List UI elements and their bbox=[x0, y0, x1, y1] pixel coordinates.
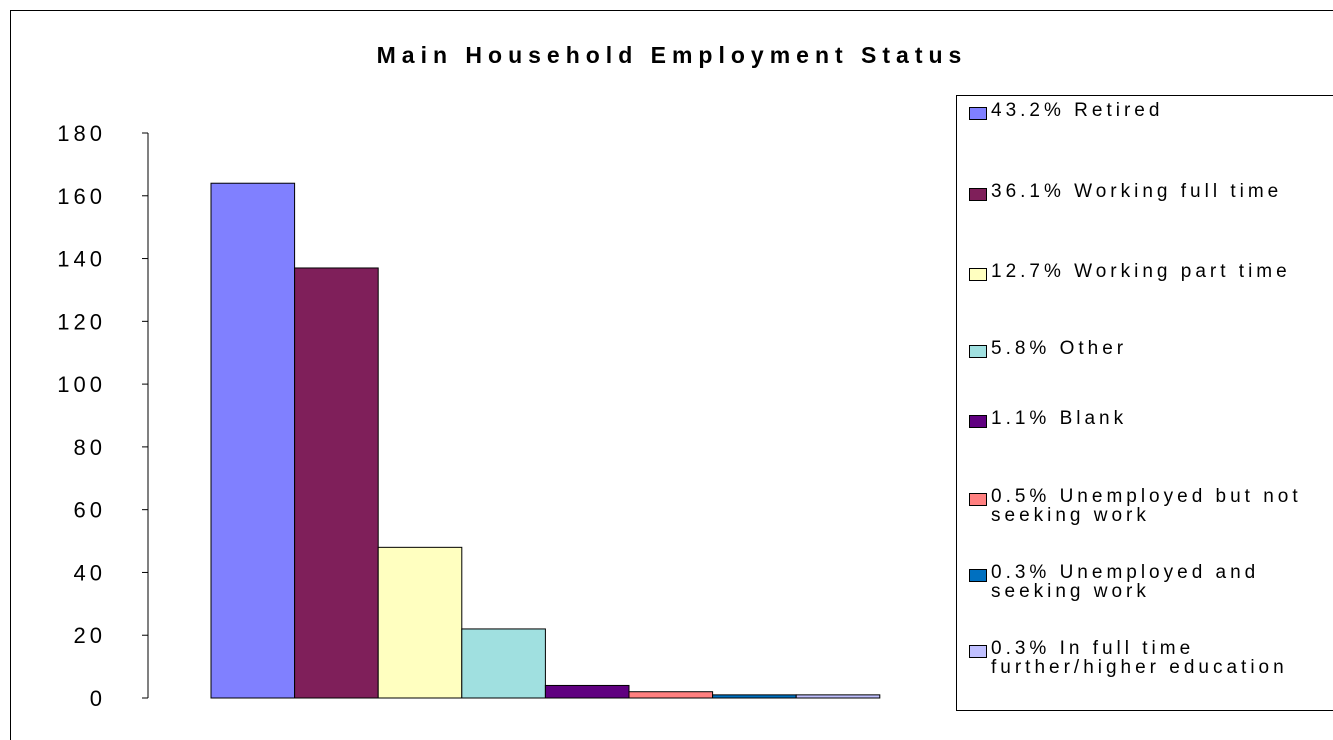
y-tick-label: 140 bbox=[57, 247, 106, 272]
bars-group bbox=[210, 182, 881, 699]
bar bbox=[795, 694, 881, 699]
legend-swatch bbox=[969, 645, 987, 658]
legend-item: 0.5% Unemployed but not seeking work bbox=[969, 487, 1333, 525]
y-axis-ticks: 0 20 40 60 80 100 120 140 160 180 bbox=[57, 121, 148, 711]
bar bbox=[461, 628, 546, 699]
legend-item: 36.1% Working full time bbox=[969, 182, 1333, 201]
y-tick-label: 100 bbox=[57, 372, 106, 397]
legend-label: 12.7% Working part time bbox=[991, 261, 1291, 282]
legend-label: 0.3% In full time further/higher educati… bbox=[991, 638, 1288, 678]
y-tick-label: 180 bbox=[57, 121, 106, 146]
legend-item: 5.8% Other bbox=[969, 339, 1333, 358]
legend: 43.2% Retired 36.1% Working full time 12.7… bbox=[956, 95, 1333, 711]
legend-item: 0.3% Unemployed and seeking work bbox=[969, 563, 1333, 601]
legend-label: 0.5% Unemployed but not seeking work bbox=[991, 486, 1302, 526]
bar bbox=[544, 684, 630, 699]
legend-label: 5.8% Other bbox=[991, 338, 1128, 359]
legend-swatch bbox=[969, 493, 987, 506]
legend-item: 12.7% Working part time bbox=[969, 262, 1333, 281]
bar bbox=[377, 546, 463, 699]
legend-label: 36.1% Working full time bbox=[991, 181, 1283, 202]
bar bbox=[294, 267, 379, 699]
bar bbox=[628, 691, 714, 699]
chart-frame bbox=[10, 10, 1333, 740]
bar bbox=[210, 182, 296, 699]
legend-swatch bbox=[969, 107, 987, 120]
legend-label: 0.3% Unemployed and seeking work bbox=[991, 562, 1260, 602]
legend-swatch bbox=[969, 268, 987, 281]
legend-swatch bbox=[969, 415, 987, 428]
legend-label: 1.1% Blank bbox=[991, 408, 1128, 429]
y-tick-label: 0 bbox=[90, 686, 106, 711]
legend-item: 43.2% Retired bbox=[969, 101, 1333, 120]
y-tick-label: 120 bbox=[57, 309, 106, 334]
y-tick-label: 160 bbox=[57, 184, 106, 209]
y-tick-label: 20 bbox=[74, 623, 106, 648]
y-tick-label: 80 bbox=[74, 435, 106, 460]
legend-label: 43.2% Retired bbox=[991, 100, 1164, 121]
y-tick-label: 40 bbox=[74, 560, 106, 585]
chart-title: Main Household Employment Status bbox=[377, 42, 968, 68]
legend-swatch bbox=[969, 345, 987, 358]
y-tick-label: 60 bbox=[74, 498, 106, 523]
legend-item: 0.3% In full time further/higher educati… bbox=[969, 639, 1333, 677]
legend-item: 1.1% Blank bbox=[969, 409, 1333, 428]
legend-swatch bbox=[969, 188, 987, 201]
bar bbox=[712, 694, 797, 699]
legend-swatch bbox=[969, 569, 987, 582]
